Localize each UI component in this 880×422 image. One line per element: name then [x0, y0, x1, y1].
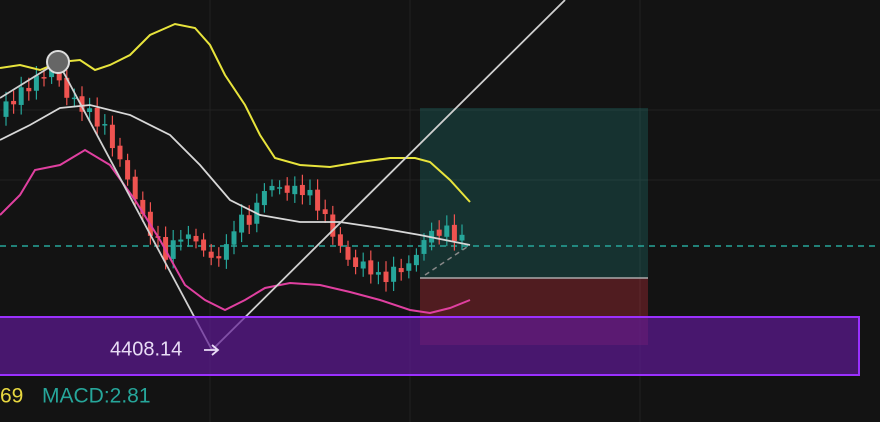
candle-body	[26, 87, 32, 92]
candle-body	[18, 87, 24, 105]
candle-body	[284, 185, 290, 193]
candle-body	[185, 234, 191, 239]
price-label: 4408.14	[110, 338, 182, 360]
candles	[3, 62, 465, 292]
candle-body	[49, 70, 55, 78]
candle-body	[178, 239, 184, 242]
candle-body	[239, 214, 245, 233]
candle-body	[421, 240, 427, 254]
candle-body	[132, 176, 138, 200]
lower-band	[0, 148, 471, 315]
macd-label: MACD:2.81	[42, 385, 151, 408]
candle-body	[391, 266, 397, 282]
candle-body	[94, 107, 100, 127]
candle-body	[216, 256, 222, 259]
candle-body	[345, 246, 351, 260]
candle-body	[56, 72, 62, 81]
candle-body	[71, 97, 77, 100]
trend-lines	[0, 0, 566, 352]
middle-band	[0, 104, 471, 246]
candle-body	[33, 75, 39, 91]
candle-body	[201, 239, 207, 251]
candle-body	[451, 224, 457, 241]
candle-body	[11, 100, 17, 105]
candle-body	[269, 185, 275, 191]
candle-body	[208, 251, 214, 258]
candle-body	[261, 191, 267, 206]
candle-body	[246, 215, 252, 225]
candle-body	[398, 268, 404, 273]
candle-body	[292, 185, 298, 195]
candle-body	[315, 189, 321, 211]
candle-body	[307, 189, 313, 196]
candle-body	[140, 199, 146, 215]
projection-line	[424, 244, 471, 276]
candle-body	[87, 108, 93, 113]
candle-body	[79, 96, 85, 112]
candle-body	[117, 145, 123, 160]
candle-body	[413, 254, 419, 266]
candle-body	[170, 240, 176, 259]
candle-body	[231, 231, 237, 245]
candle-body	[102, 124, 108, 126]
candle-body	[444, 225, 450, 237]
candle-body	[41, 77, 47, 79]
candle-body	[3, 101, 9, 117]
candle-body	[353, 257, 359, 267]
candle-body	[368, 260, 374, 275]
candle-body	[64, 77, 70, 98]
indicator-value: 69	[0, 385, 23, 408]
candle-body	[223, 244, 229, 260]
profit-zone	[420, 108, 648, 278]
price-zone	[0, 316, 860, 376]
candle-body	[406, 263, 412, 271]
candle-body	[299, 184, 305, 196]
candle-body	[383, 271, 389, 283]
candle-body	[277, 187, 283, 189]
candle-body	[337, 234, 343, 246]
candle-body	[193, 235, 199, 242]
candle-body	[459, 234, 465, 241]
candle-body	[360, 261, 366, 269]
anchor-point	[46, 50, 70, 74]
upper-band	[0, 22, 471, 203]
candle-body	[109, 124, 115, 149]
arrow	[204, 344, 220, 356]
candle-body	[375, 272, 381, 275]
candle-body	[436, 229, 442, 236]
candle-body	[330, 214, 336, 237]
candle-body	[322, 209, 328, 215]
candle-body	[125, 160, 131, 180]
